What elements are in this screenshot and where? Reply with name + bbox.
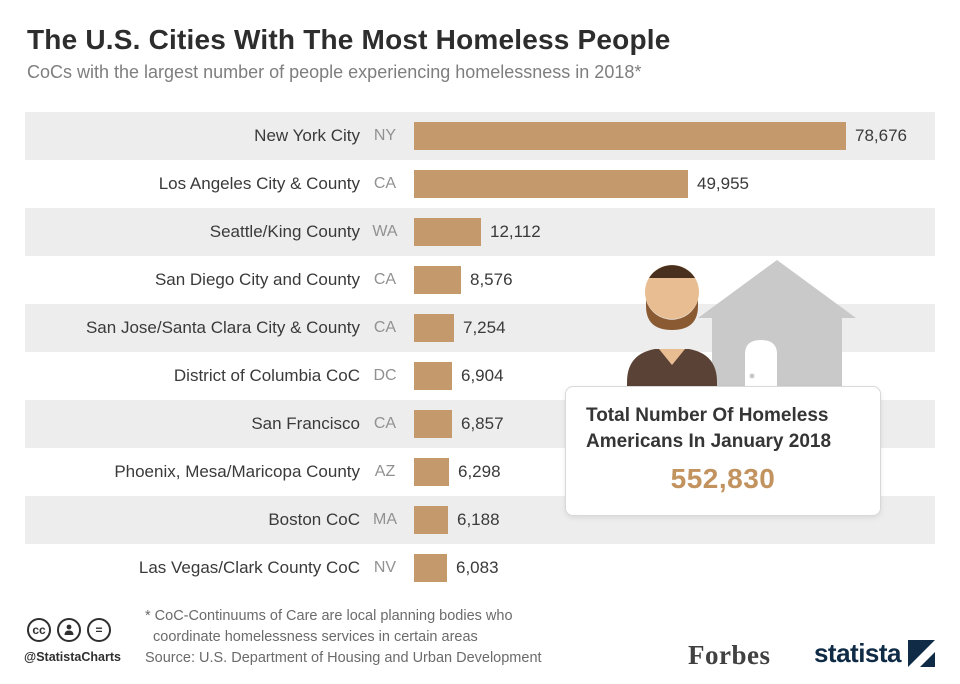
statista-logo-text: statista — [813, 638, 902, 668]
state-label: NV — [373, 559, 397, 576]
city-label: San Jose/Santa Clara City & County — [85, 318, 360, 337]
statista-charts-handle[interactable]: @StatistaCharts — [24, 650, 121, 664]
state-label: CA — [373, 319, 397, 336]
bar — [414, 362, 452, 390]
cc-icon: cc — [27, 618, 51, 642]
state-label: AZ — [374, 463, 396, 480]
city-label: Phoenix, Mesa/Maricopa County — [114, 462, 360, 481]
bar — [414, 458, 449, 486]
value-label: 6,904 — [461, 366, 504, 385]
callout-title: Total Number Of Homeless Americans In Ja… — [586, 403, 860, 455]
bar — [414, 314, 454, 342]
bar-area: 78,676 — [410, 122, 935, 150]
bar-area: 6,904 — [410, 362, 935, 390]
callout-title-line2: Americans In January 2018 — [586, 431, 832, 452]
bar — [414, 218, 481, 246]
page-subtitle: CoCs with the largest number of people e… — [27, 62, 642, 82]
bar — [414, 506, 448, 534]
bar — [414, 410, 452, 438]
chart-row: Las Vegas/Clark County CoC NV 6,083 — [25, 544, 935, 592]
source-line: Source: U.S. Department of Housing and U… — [145, 650, 542, 666]
cc-icon-label: cc — [32, 623, 46, 637]
value-label: 6,083 — [456, 558, 499, 577]
bar-area: 6,298 — [410, 458, 935, 486]
attribution-person-icon — [57, 618, 81, 642]
state-label: CA — [373, 175, 397, 192]
chart-row: Seattle/King County WA 12,112 — [25, 208, 935, 256]
value-label: 78,676 — [855, 126, 907, 145]
equal-icon: = — [87, 618, 111, 642]
footnote-line1: * CoC-Continuums of Care are local plann… — [145, 608, 513, 624]
bar-area: 12,112 — [410, 218, 935, 246]
city-label: San Francisco — [251, 414, 360, 433]
bar-area: 6,188 — [410, 506, 935, 534]
homeless-man-and-house-illustration — [627, 260, 856, 404]
bar — [414, 266, 461, 294]
bar-area: 7,254 — [410, 314, 935, 342]
value-label: 8,576 — [470, 270, 513, 289]
city-label: San Diego City and County — [154, 270, 360, 289]
value-label: 6,188 — [457, 510, 500, 529]
city-label: Boston CoC — [268, 510, 360, 529]
footnote: * CoC-Continuums of Care are local plann… — [145, 606, 513, 648]
state-label: CA — [373, 271, 397, 288]
state-label: NY — [373, 127, 397, 144]
value-label: 6,298 — [458, 462, 501, 481]
bar — [414, 554, 447, 582]
callout-value: 552,830 — [670, 463, 776, 494]
city-label: New York City — [254, 126, 360, 145]
bar — [414, 122, 846, 150]
value-label: 7,254 — [463, 318, 506, 337]
chart-row: New York City NY 78,676 — [25, 112, 935, 160]
city-label: Seattle/King County — [209, 222, 360, 241]
bar-area: 8,576 — [410, 266, 935, 294]
value-label: 12,112 — [490, 222, 541, 241]
bar-area: 49,955 — [410, 170, 935, 198]
house-icon — [698, 260, 856, 404]
state-label: WA — [372, 223, 398, 240]
city-label: Las Vegas/Clark County CoC — [138, 558, 360, 577]
total-callout-box: Total Number Of Homeless Americans In Ja… — [565, 386, 881, 516]
value-label: 6,857 — [461, 414, 504, 433]
bar — [414, 170, 688, 198]
chart-row: Los Angeles City & County CA 49,955 — [25, 160, 935, 208]
man-icon — [627, 265, 717, 404]
footnote-line2: coordinate homelessness services in cert… — [153, 629, 478, 645]
bar-area: 6,083 — [410, 554, 935, 582]
state-label: DC — [373, 367, 397, 384]
forbes-logo[interactable]: Forbes — [688, 640, 771, 670]
state-label: CA — [373, 415, 397, 432]
bar-area: 6,857 — [410, 410, 935, 438]
statista-logo[interactable]: statista — [814, 638, 935, 669]
statista-logo-mark-icon — [908, 640, 935, 667]
city-label: District of Columbia CoC — [173, 366, 360, 385]
value-label: 49,955 — [697, 174, 749, 193]
state-label: MA — [373, 511, 397, 528]
page-title: The U.S. Cities With The Most Homeless P… — [27, 24, 671, 55]
callout-title-line1: Total Number Of Homeless — [586, 405, 829, 426]
creative-commons-badge[interactable]: cc = — [27, 618, 111, 642]
city-label: Los Angeles City & County — [158, 174, 360, 193]
